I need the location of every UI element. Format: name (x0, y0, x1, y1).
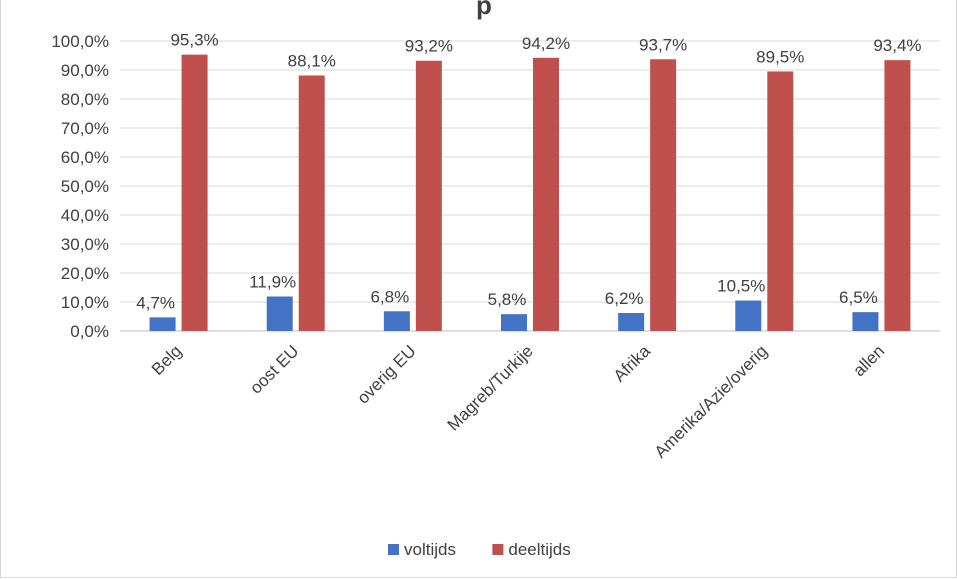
bar-deeltijds (298, 75, 325, 331)
gridlines (120, 40, 940, 332)
data-label-deeltijds: 93,7% (639, 35, 687, 54)
bar-voltijds (852, 312, 879, 331)
x-tick-label: Magreb/Turkije (444, 341, 537, 434)
legend-swatch (388, 544, 399, 555)
data-label-deeltijds: 93,4% (873, 36, 921, 55)
x-tick-label: overig EU (353, 341, 419, 407)
data-labels: 4,7% 95,3% 11,9% 88,1% 6,8% 93,2% 5,8% 94,2% 6,2… (136, 31, 921, 313)
data-label-deeltijds: 94,2% (522, 34, 570, 53)
y-tick-label: 50,0% (61, 177, 109, 196)
bar-voltijds (618, 313, 645, 331)
x-tick-label: Amerika/Azie/overig (651, 341, 771, 461)
data-label-voltijds: 6,8% (370, 287, 409, 306)
x-tick-label: oost EU (246, 341, 302, 397)
legend-label: deeltijds (508, 540, 570, 559)
bar-voltijds (149, 317, 176, 331)
y-tick-label: 60,0% (61, 148, 109, 167)
legend-item-voltijds: voltijds (388, 540, 456, 559)
legend-label: voltijds (404, 540, 456, 559)
bar-voltijds (383, 311, 410, 331)
chart-title-fragment: p (476, 0, 492, 20)
y-tick-label: 30,0% (61, 235, 109, 254)
bar-deeltijds (650, 59, 677, 332)
y-tick-label: 40,0% (61, 206, 109, 225)
data-label-deeltijds: 93,2% (405, 37, 453, 56)
y-tick-label: 100,0% (51, 32, 109, 51)
bars (149, 54, 911, 332)
x-axis-ticks: Belg oost EU overig EU Magreb/Turkije Afrika… (148, 341, 888, 462)
legend: voltijds deeltijds (388, 540, 571, 559)
y-tick-label: 0,0% (70, 322, 109, 341)
x-tick-label: Afrika (610, 341, 655, 386)
bar-deeltijds (415, 60, 442, 331)
data-label-voltijds: 11,9% (249, 272, 296, 291)
y-tick-label: 70,0% (61, 119, 109, 138)
bar-voltijds (501, 314, 527, 331)
bar-deeltijds (181, 54, 208, 331)
y-tick-label: 10,0% (61, 293, 109, 312)
legend-swatch (492, 544, 504, 555)
data-label-deeltijds: 88,1% (288, 52, 336, 71)
bar-deeltijds (533, 57, 559, 331)
data-label-deeltijds: 95,3% (170, 31, 218, 50)
bar-voltijds (735, 300, 762, 331)
data-label-voltijds: 10,5% (717, 277, 765, 296)
y-tick-label: 20,0% (61, 264, 109, 283)
bar-voltijds (266, 296, 293, 331)
y-axis-ticks: 0,0% 10,0% 20,0% 30,0% 40,0% 50,0% 60,0% 70,0% 8… (51, 32, 109, 341)
data-label-voltijds: 6,2% (605, 289, 644, 308)
data-label-voltijds: 6,5% (839, 288, 878, 307)
x-tick-label: allen (849, 341, 888, 380)
y-tick-label: 90,0% (61, 61, 109, 80)
bar-deeltijds (767, 71, 794, 331)
x-tick-label: Belg (148, 341, 185, 378)
bar-deeltijds (884, 60, 911, 331)
legend-item-deeltijds: deeltijds (492, 540, 571, 559)
data-label-voltijds: 4,7% (136, 293, 175, 312)
data-label-deeltijds: 89,5% (756, 47, 804, 66)
y-tick-label: 80,0% (61, 90, 109, 109)
data-label-voltijds: 5,8% (488, 290, 527, 309)
